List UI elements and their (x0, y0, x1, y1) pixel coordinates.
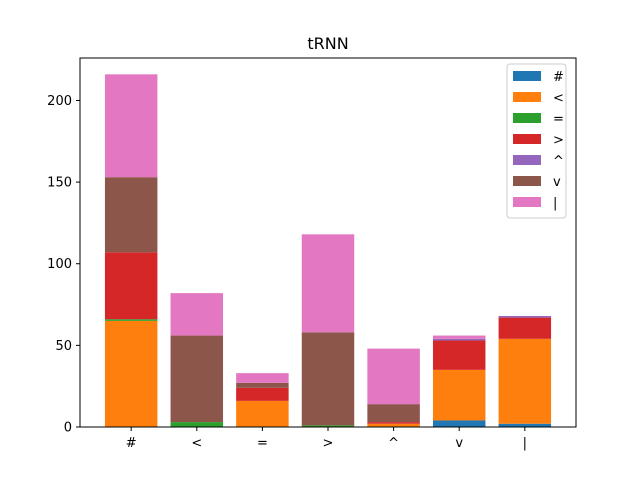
bar-segment (170, 335, 224, 423)
legend-swatch (513, 113, 541, 123)
legend-swatch (513, 71, 541, 81)
bar-segment (301, 234, 355, 333)
bar-segment (104, 74, 158, 178)
axes-group: 0 50 100 150 200 # < = > ^ v | (47, 57, 577, 451)
x-tick-label: ^ (388, 436, 399, 451)
bar-segment (170, 293, 224, 336)
x-tick-label: > (323, 436, 334, 451)
legend-swatch (513, 176, 541, 186)
y-tick-label: 150 (47, 176, 72, 191)
bar-segment (367, 404, 420, 423)
bar-segment (367, 422, 420, 424)
bar-segment (236, 400, 289, 427)
y-tick-label: 200 (47, 94, 72, 109)
legend: # < = > ^ v | (506, 63, 567, 219)
bar-segment (170, 422, 224, 427)
legend-label: # (553, 70, 564, 85)
bar-segment (301, 332, 355, 426)
bar-segment (498, 338, 552, 424)
bar-segment (104, 252, 158, 320)
bar-segment (498, 317, 552, 339)
legend-swatch (513, 197, 541, 207)
bar-segment (367, 348, 420, 405)
x-tick-label: = (257, 436, 268, 451)
bar-segment (301, 425, 355, 427)
legend-label: = (553, 112, 564, 127)
bar-segment (432, 335, 486, 339)
x-tick-label: # (126, 436, 137, 451)
bar-segment (104, 177, 158, 253)
y-tick-label: 100 (47, 257, 72, 272)
bar-segment (432, 369, 486, 421)
legend-swatch (513, 92, 541, 102)
bar-segment (498, 315, 552, 318)
legend-label: v (553, 175, 561, 190)
bars-group (104, 74, 552, 427)
x-tick-label: < (191, 436, 202, 451)
bar-segment (498, 423, 552, 427)
y-tick-label: 0 (64, 421, 72, 436)
bar-segment (104, 319, 158, 321)
legend-label: | (553, 196, 557, 211)
bar-segment (236, 387, 289, 401)
bar-segment (236, 382, 289, 388)
legend-swatch (513, 155, 541, 165)
x-tick-label: v (455, 436, 463, 451)
bar-segment (367, 423, 420, 427)
legend-label: > (553, 133, 564, 148)
bar-segment (104, 320, 158, 427)
bar-segment (432, 340, 486, 370)
bar-segment (432, 338, 486, 341)
bar-segment (432, 420, 486, 427)
chart-title: tRNN (307, 34, 348, 53)
bar-segment (236, 373, 289, 383)
legend-swatch (513, 134, 541, 144)
x-tick-label: | (523, 436, 527, 451)
legend-label: < (553, 91, 564, 106)
legend-label: ^ (553, 154, 564, 169)
y-tick-label: 50 (55, 339, 72, 354)
